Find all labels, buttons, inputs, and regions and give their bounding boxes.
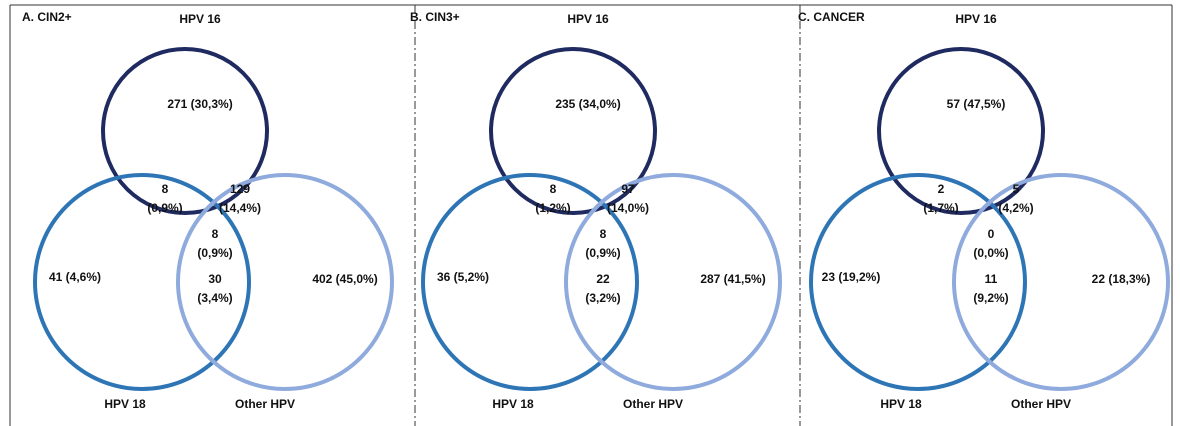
region-label: 0 (988, 227, 995, 241)
region-label: 97 (621, 182, 635, 196)
set-label: HPV 18 (880, 397, 922, 411)
set-circle (101, 47, 269, 215)
region-label: 11 (985, 272, 998, 286)
region-label: (4,2%) (998, 201, 1033, 215)
region-label: 23 (19,2%) (822, 270, 881, 284)
set-label: HPV 16 (955, 12, 997, 26)
region-label: 30 (208, 272, 222, 286)
set-label: HPV 16 (567, 12, 609, 26)
set-label: Other HPV (235, 397, 295, 411)
region-label: 2 (938, 182, 945, 196)
region-label: 402 (45,0%) (312, 272, 377, 286)
set-label: HPV 16 (179, 12, 221, 26)
region-label: 36 (5,2%) (437, 270, 489, 284)
region-label: (3,2%) (585, 291, 620, 305)
region-label: (1,2%) (535, 201, 570, 215)
region-label: (0,9%) (147, 201, 182, 215)
set-circle (809, 173, 1027, 391)
set-circle (421, 173, 639, 391)
region-label: (14,0%) (607, 201, 649, 215)
region-label: 22 (18,3%) (1092, 272, 1151, 286)
region-label: 8 (600, 227, 607, 241)
region-label: 8 (162, 182, 169, 196)
set-circle (489, 47, 657, 215)
panel-title: B. CIN3+ (410, 10, 460, 24)
region-label: 287 (41,5%) (700, 272, 765, 286)
region-label: 8 (212, 227, 219, 241)
set-label: Other HPV (623, 397, 683, 411)
region-label: (9,2%) (973, 291, 1008, 305)
set-label: HPV 18 (492, 397, 534, 411)
region-label: (0,9%) (585, 246, 620, 260)
region-label: 271 (30,3%) (167, 97, 232, 111)
region-label: (0,9%) (197, 246, 232, 260)
panel-title: A. CIN2+ (22, 10, 72, 24)
set-circle (952, 173, 1170, 391)
region-label: (0,0%) (973, 246, 1008, 260)
region-label: 22 (596, 272, 610, 286)
region-label: (14,4%) (219, 201, 261, 215)
region-label: 8 (550, 182, 557, 196)
set-circle (564, 173, 782, 391)
set-circle (176, 173, 394, 391)
panel-title: C. CANCER (798, 10, 865, 24)
region-label: 57 (47,5%) (947, 97, 1006, 111)
set-label: HPV 18 (104, 397, 146, 411)
region-label: (3,4%) (197, 291, 232, 305)
set-label: Other HPV (1011, 397, 1071, 411)
region-label: 129 (230, 182, 250, 196)
region-label: (1,7%) (923, 201, 958, 215)
region-label: 235 (34,0%) (555, 97, 620, 111)
set-circle (33, 173, 251, 391)
region-label: 5 (1013, 182, 1020, 196)
region-label: 41 (4,6%) (49, 270, 101, 284)
set-circle (877, 47, 1045, 215)
